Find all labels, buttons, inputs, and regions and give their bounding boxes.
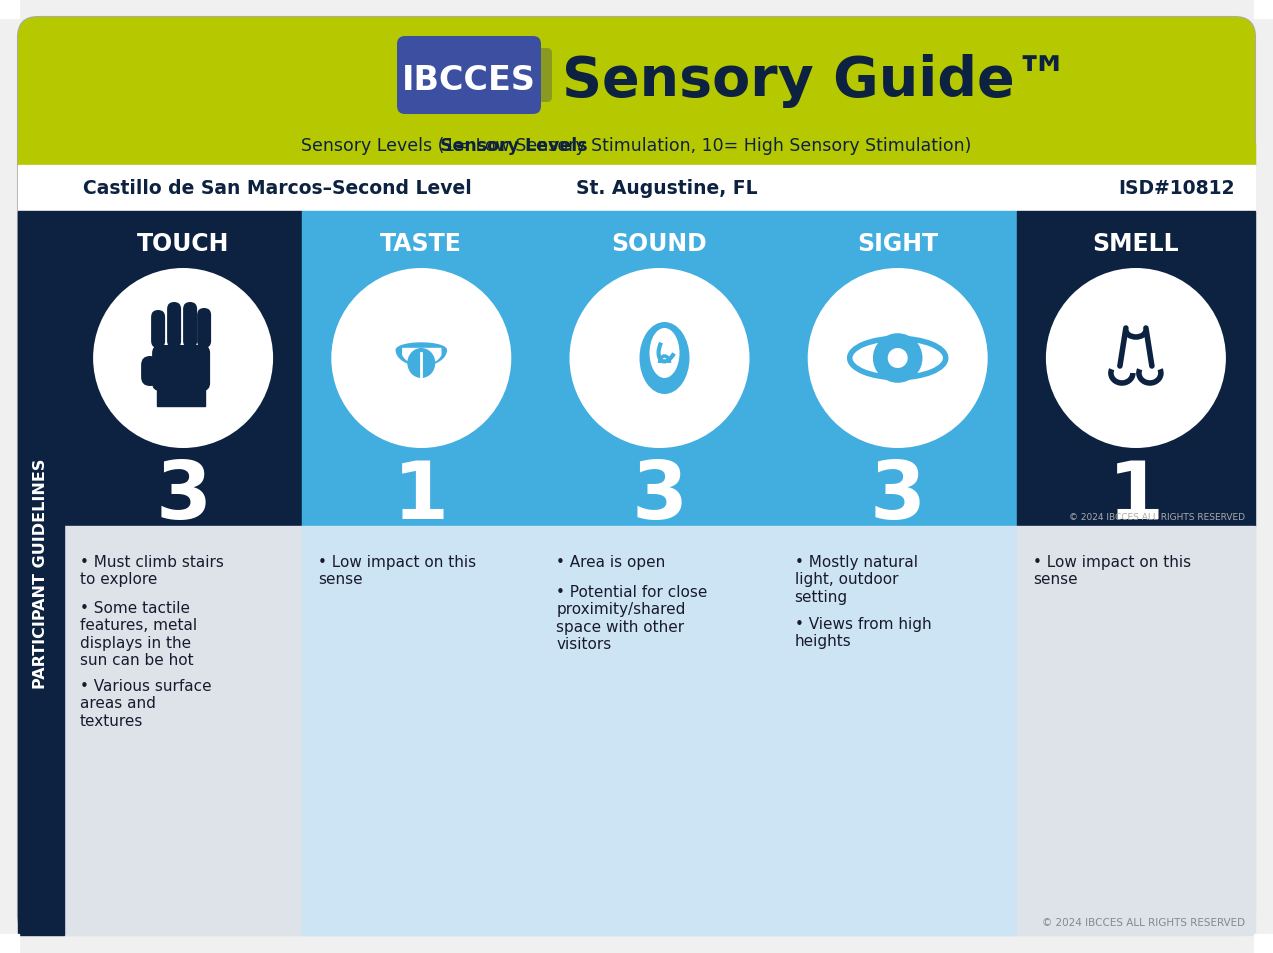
Text: • Low impact on this
sense: • Low impact on this sense [318,555,476,587]
Bar [541,212,779,526]
Text: Castillo de San Marcos–Second Level: Castillo de San Marcos–Second Level [83,179,472,198]
Text: • Various surface
areas and
textures: • Various surface areas and textures [80,679,211,728]
Circle shape [877,338,918,378]
Text: Sensory Levels: Sensory Levels [440,137,588,154]
Text: 3: 3 [631,457,687,536]
Text: • Mostly natural
light, outdoor
setting: • Mostly natural light, outdoor setting [794,555,918,604]
Text: • Area is open: • Area is open [556,555,666,569]
Text: Sensory Levels (1= Low Sensory Stimulation, 10= High Sensory Stimulation): Sensory Levels (1= Low Sensory Stimulati… [302,137,971,154]
Bar [18,166,1255,212]
Circle shape [331,269,512,449]
Text: 3: 3 [155,457,211,536]
Text: St. Augustine, FL: St. Augustine, FL [575,179,757,198]
Bar [1017,212,1255,526]
FancyBboxPatch shape [18,18,1255,935]
Circle shape [1046,269,1226,449]
Circle shape [887,349,908,369]
Polygon shape [396,344,447,351]
Bar [18,212,64,935]
Text: 1: 1 [1108,457,1164,536]
FancyBboxPatch shape [533,49,552,103]
Text: © 2024 IBCCES ALL RIGHTS RESERVED: © 2024 IBCCES ALL RIGHTS RESERVED [1041,917,1245,927]
Bar [0,934,19,953]
Text: SIGHT: SIGHT [857,232,938,255]
Text: SOUND: SOUND [611,232,708,255]
Text: • Potential for close
proximity/shared
space with other
visitors: • Potential for close proximity/shared s… [556,584,708,652]
FancyBboxPatch shape [157,387,205,407]
Bar [779,212,1017,526]
Bar [18,144,1255,166]
Bar [0,0,19,19]
FancyBboxPatch shape [167,303,181,349]
Bar [64,212,302,526]
Text: ISD#10812: ISD#10812 [1119,179,1235,198]
Circle shape [569,269,750,449]
FancyBboxPatch shape [397,37,541,115]
FancyBboxPatch shape [18,18,1255,166]
Text: • Must climb stairs
to explore: • Must climb stairs to explore [80,555,224,587]
Text: TOUCH: TOUCH [137,232,229,255]
Bar [302,526,541,935]
Text: • Some tactile
features, metal
displays in the
sun can be hot: • Some tactile features, metal displays … [80,600,197,667]
Ellipse shape [407,349,435,378]
Text: PARTICIPANT GUIDELINES: PARTICIPANT GUIDELINES [33,458,48,688]
Text: SMELL: SMELL [1092,232,1179,255]
Text: IBCCES: IBCCES [402,64,536,96]
Text: TASTE: TASTE [381,232,462,255]
Bar [1254,934,1273,953]
Circle shape [807,269,988,449]
Bar [64,526,302,935]
FancyBboxPatch shape [151,346,210,392]
Bar [1254,0,1273,19]
Bar [1017,526,1255,935]
Circle shape [93,269,274,449]
Bar [779,526,1017,935]
Text: • Views from high
heights: • Views from high heights [794,617,932,649]
FancyBboxPatch shape [151,311,165,349]
FancyBboxPatch shape [183,303,197,349]
Ellipse shape [849,339,946,378]
Ellipse shape [639,323,690,395]
Text: 3: 3 [869,457,925,536]
Bar [541,526,779,935]
Text: Sensory Guide™: Sensory Guide™ [561,54,1071,108]
FancyBboxPatch shape [141,356,159,387]
Text: © 2024 IBCCES ALL RIGHTS RESERVED: © 2024 IBCCES ALL RIGHTS RESERVED [1069,513,1245,521]
Text: 1: 1 [393,457,449,536]
Text: • Low impact on this
sense: • Low impact on this sense [1032,555,1192,587]
Polygon shape [396,351,447,366]
FancyBboxPatch shape [197,309,211,349]
Ellipse shape [649,329,680,378]
Bar [302,212,541,526]
Bar [157,387,205,407]
